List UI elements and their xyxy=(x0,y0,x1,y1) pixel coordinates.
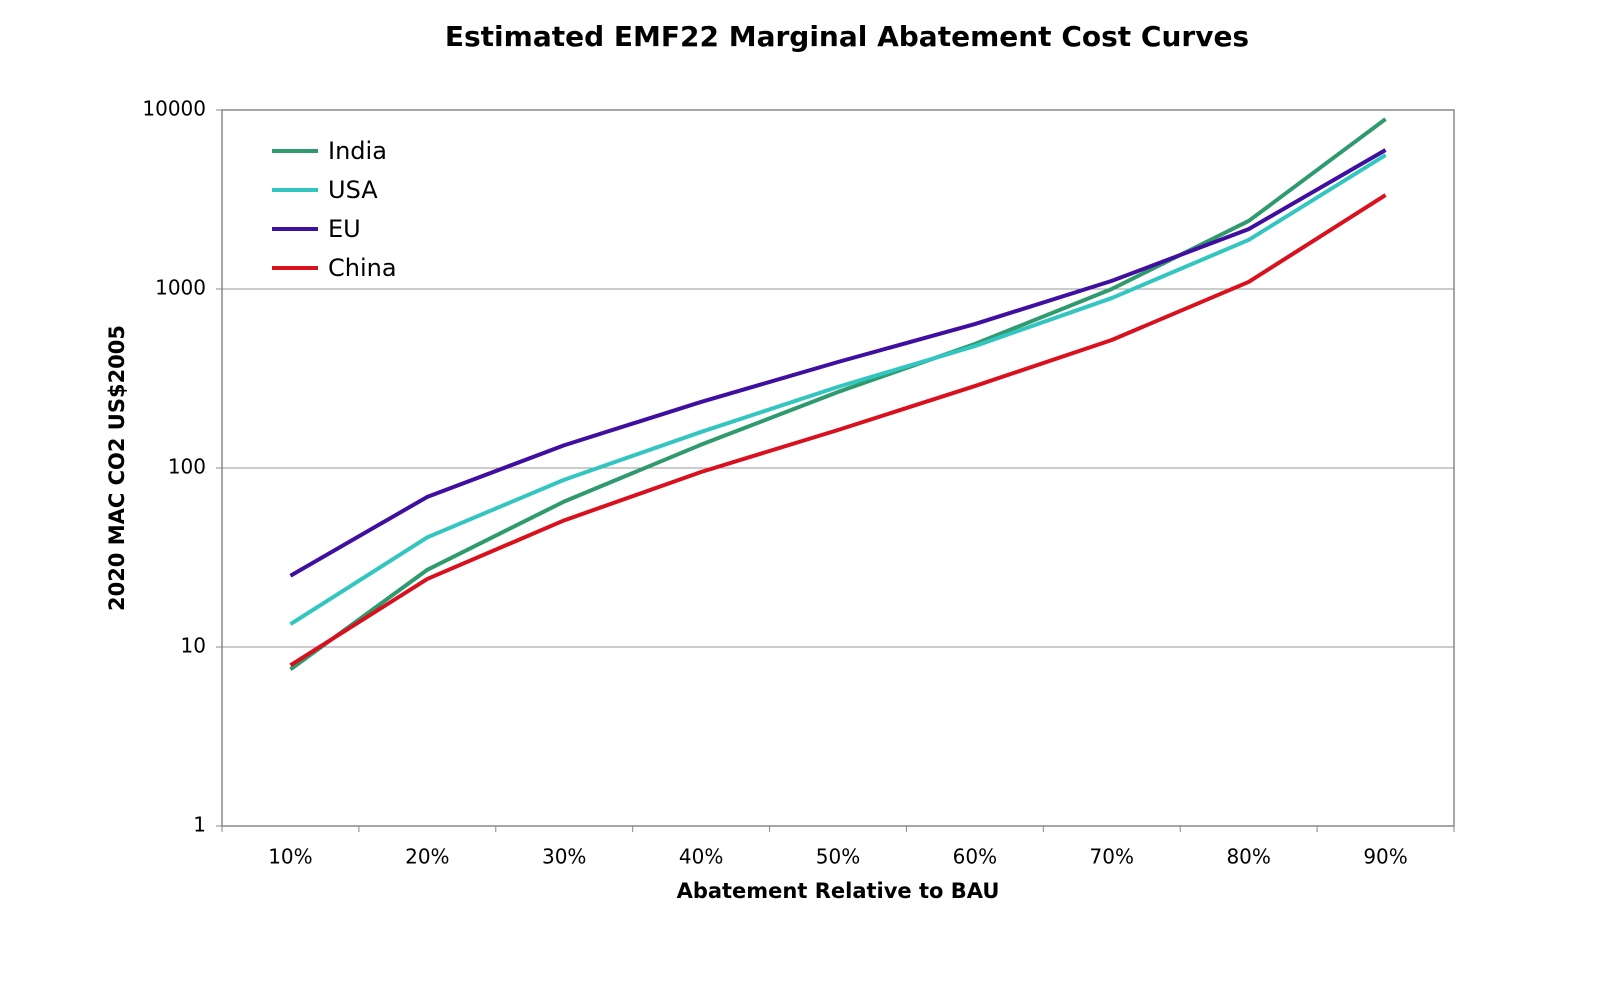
y-tick-label: 100 xyxy=(168,455,206,479)
y-tick-label: 1 xyxy=(193,813,206,837)
y-tick-label: 10000 xyxy=(142,97,206,121)
x-tick-label: 60% xyxy=(953,845,997,869)
x-tick-label: 10% xyxy=(268,845,312,869)
x-tick-label: 20% xyxy=(405,845,449,869)
series-line xyxy=(289,148,1387,578)
plot-frame xyxy=(221,109,1455,827)
chart-title: Estimated EMF22 Marginal Abatement Cost … xyxy=(445,20,1249,53)
y-tick-label: 1000 xyxy=(155,276,206,300)
x-tick-label: 90% xyxy=(1363,845,1407,869)
x-tick-label: 30% xyxy=(542,845,586,869)
legend-label: EU xyxy=(328,215,361,243)
x-tick-label: 70% xyxy=(1090,845,1134,869)
series-line xyxy=(289,193,1387,668)
x-axis-title: Abatement Relative to BAU xyxy=(677,879,1000,903)
x-tick-label: 40% xyxy=(679,845,723,869)
y-tick-label: 10 xyxy=(181,634,206,658)
y-axis-title: 2020 MAC CO2 US$2005 xyxy=(105,325,129,611)
series-line xyxy=(289,117,1387,671)
series-line xyxy=(289,153,1387,626)
legend-label: India xyxy=(328,137,387,165)
legend-label: China xyxy=(328,254,397,282)
legend-label: USA xyxy=(328,176,378,204)
x-tick-label: 50% xyxy=(816,845,860,869)
x-tick-label: 80% xyxy=(1226,845,1270,869)
